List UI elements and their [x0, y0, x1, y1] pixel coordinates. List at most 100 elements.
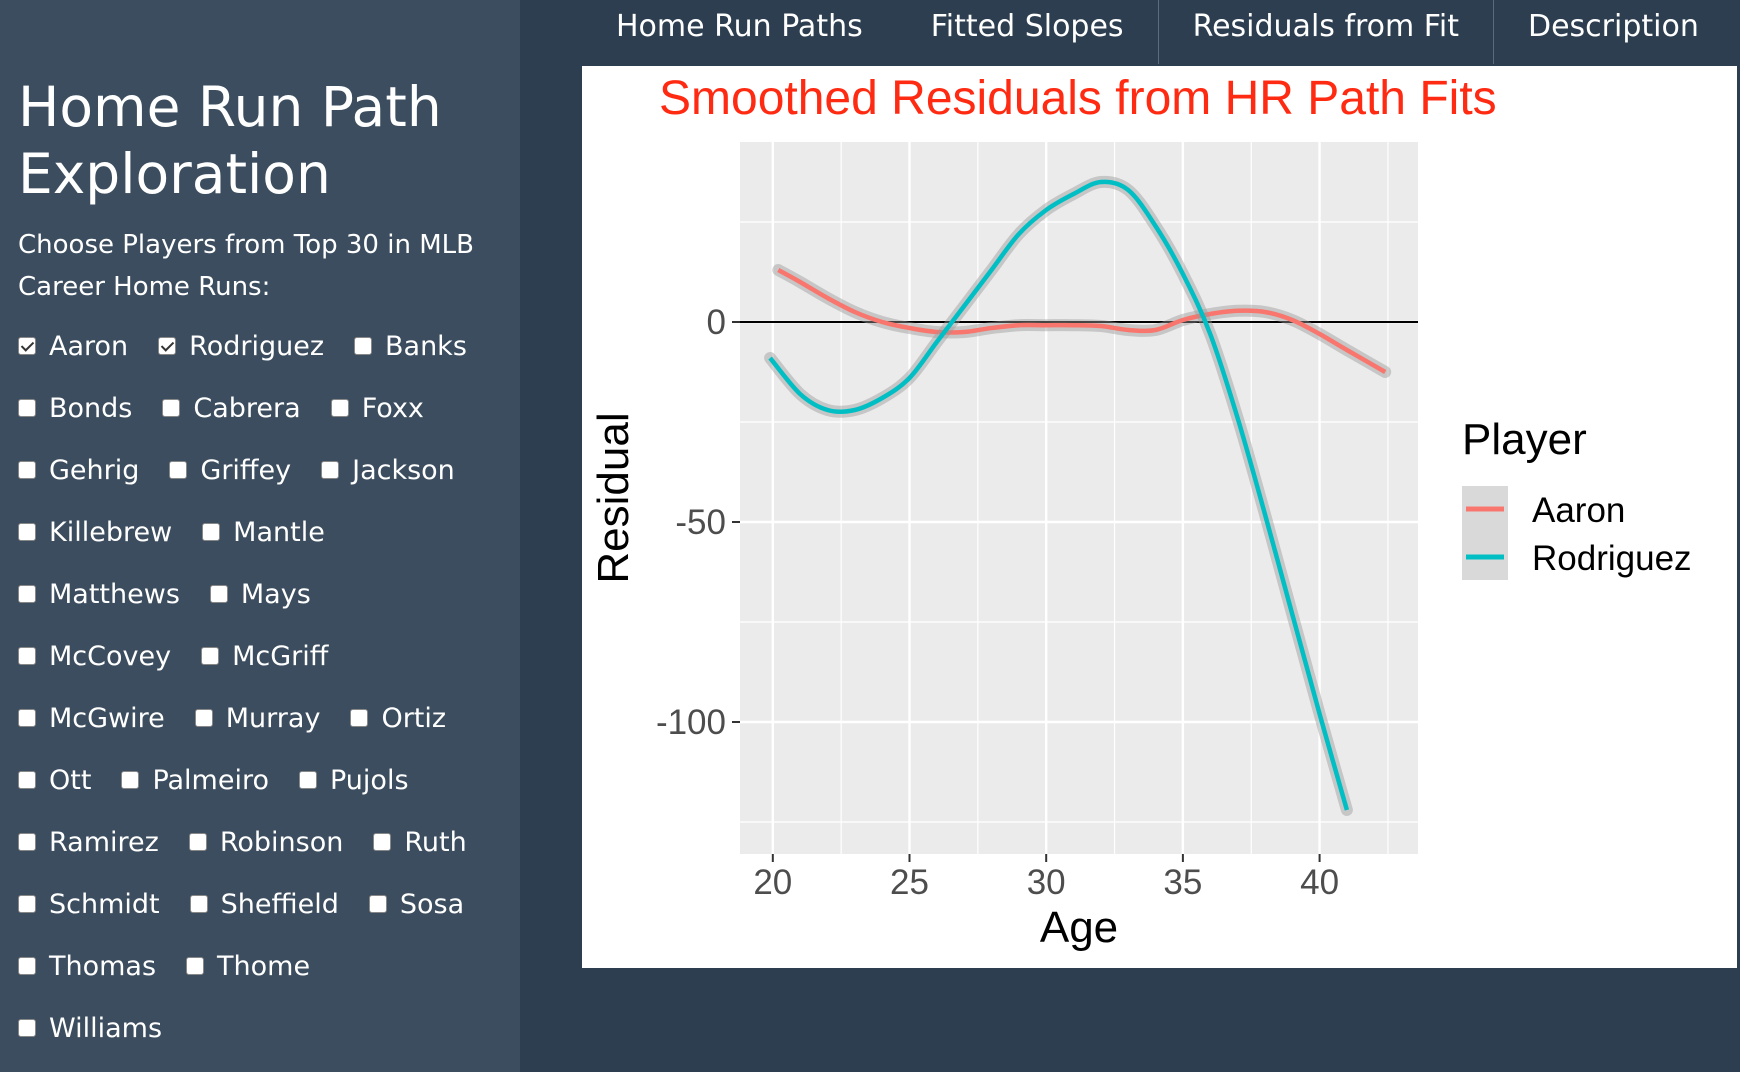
checkbox-icon[interactable]: [209, 585, 228, 603]
plot-area: [740, 142, 1418, 854]
player-checkbox-rodriguez[interactable]: Rodriguez: [158, 331, 324, 362]
player-checkbox-cabrera[interactable]: Cabrera: [162, 392, 301, 424]
checkbox-icon[interactable]: [18, 461, 36, 479]
tab-home-run-paths[interactable]: Home Run Paths: [616, 9, 863, 44]
checkbox-icon[interactable]: [158, 337, 177, 355]
checkbox-icon[interactable]: [18, 585, 36, 603]
player-label: Foxx: [361, 392, 424, 424]
checkbox-icon[interactable]: [169, 461, 188, 479]
checkbox-row: Gehrig Griffey Jackson: [18, 450, 485, 490]
checkbox-icon[interactable]: [186, 957, 205, 975]
checkbox-icon[interactable]: [354, 337, 372, 355]
player-label: Mantle: [233, 516, 325, 548]
player-label: Aaron: [49, 330, 129, 362]
player-checkbox-jackson[interactable]: Jackson: [321, 455, 455, 486]
x-tick-label: 30: [1027, 863, 1066, 902]
player-checkbox-mcgwire[interactable]: McGwire: [18, 703, 165, 734]
checkbox-icon[interactable]: [18, 771, 36, 789]
checkbox-row: McCovey McGriff: [18, 636, 358, 676]
checkbox-icon[interactable]: [188, 833, 207, 851]
player-label: Griffey: [200, 454, 292, 486]
x-tick-label: 35: [1163, 863, 1202, 902]
player-checkbox-palmeiro[interactable]: Palmeiro: [121, 765, 269, 796]
player-checkbox-sosa[interactable]: Sosa: [368, 889, 464, 920]
player-label: Mays: [240, 578, 311, 610]
x-tick-label: 25: [890, 863, 929, 902]
player-label: Thomas: [49, 950, 157, 982]
player-checkbox-sheffield[interactable]: Sheffield: [189, 888, 339, 920]
y-axis-label: Residual: [589, 412, 638, 583]
checkbox-icon[interactable]: [162, 399, 181, 417]
player-checkbox-foxx[interactable]: Foxx: [330, 392, 424, 424]
checkbox-icon[interactable]: [121, 771, 140, 789]
checkbox-icon[interactable]: [18, 337, 36, 355]
player-checkbox-matthews[interactable]: Matthews: [18, 579, 180, 610]
checkbox-icon[interactable]: [18, 523, 36, 541]
checkbox-icon[interactable]: [350, 709, 369, 727]
checkbox-icon[interactable]: [18, 895, 36, 913]
checkbox-row: Matthews Mays: [18, 574, 341, 614]
player-checkbox-gehrig[interactable]: Gehrig: [18, 455, 139, 486]
player-label: McCovey: [49, 640, 172, 672]
checkbox-icon[interactable]: [18, 833, 36, 851]
checkbox-icon[interactable]: [321, 461, 340, 479]
player-checkbox-robinson[interactable]: Robinson: [188, 827, 343, 858]
player-checkbox-schmidt[interactable]: Schmidt: [18, 889, 160, 920]
player-checkbox-pujols[interactable]: Pujols: [299, 765, 409, 796]
checkbox-icon[interactable]: [202, 523, 221, 541]
player-label: Jackson: [352, 454, 455, 486]
checkbox-icon[interactable]: [18, 957, 36, 975]
player-checkbox-mcgriff[interactable]: McGriff: [201, 641, 328, 672]
legend-label-rodriguez: Rodriguez: [1532, 539, 1692, 578]
player-checkbox-ortiz[interactable]: Ortiz: [350, 703, 446, 734]
checkbox-icon[interactable]: [373, 833, 392, 851]
chart-title: Smoothed Residuals from HR Path Fits: [659, 72, 1497, 125]
x-axis-label: Age: [1040, 903, 1118, 952]
player-checkbox-aaron[interactable]: Aaron: [18, 331, 128, 362]
player-label: Cabrera: [193, 392, 301, 424]
player-checkbox-ruth[interactable]: Ruth: [373, 826, 467, 858]
player-checkbox-williams[interactable]: Williams: [18, 1013, 162, 1044]
plot-panel: Smoothed Residuals from HR Path Fits 20 25…: [582, 66, 1737, 968]
player-label: Matthews: [49, 578, 180, 610]
checkbox-icon[interactable]: [189, 895, 208, 913]
tab-residuals-from-fit[interactable]: Residuals from Fit: [1157, 0, 1493, 64]
checkbox-row: Ott Palmeiro Pujols: [18, 760, 439, 800]
player-checkbox-thomas[interactable]: Thomas: [18, 951, 156, 982]
player-checkbox-ramirez[interactable]: Ramirez: [18, 827, 159, 858]
checkbox-icon[interactable]: [330, 399, 349, 417]
player-label: Rodriguez: [189, 330, 324, 362]
player-label: Ott: [49, 764, 92, 796]
checkbox-icon[interactable]: [18, 647, 36, 665]
player-checkbox-mays[interactable]: Mays: [209, 578, 311, 610]
player-checkbox-ott[interactable]: Ott: [18, 765, 91, 796]
player-checkbox-killebrew[interactable]: Killebrew: [18, 517, 172, 548]
player-checkbox-murray[interactable]: Murray: [194, 703, 320, 734]
player-checkbox-banks[interactable]: Banks: [354, 331, 467, 362]
checkbox-row: Thomas Thome: [18, 946, 340, 986]
player-checkbox-griffey[interactable]: Griffey: [169, 455, 291, 486]
player-checkbox-thome[interactable]: Thome: [186, 951, 310, 982]
legend-label-aaron: Aaron: [1532, 491, 1625, 530]
checkbox-icon[interactable]: [368, 895, 387, 913]
tab-description[interactable]: Description: [1492, 0, 1733, 64]
player-label: Ruth: [404, 826, 467, 858]
player-checkbox-bonds[interactable]: Bonds: [18, 393, 132, 424]
player-checkbox-mccovey[interactable]: McCovey: [18, 641, 171, 672]
y-tick-label: -100: [656, 703, 726, 742]
checkbox-icon[interactable]: [18, 709, 36, 727]
checkbox-icon[interactable]: [299, 771, 317, 789]
tab-fitted-slopes[interactable]: Fitted Slopes: [930, 9, 1124, 44]
checkbox-icon[interactable]: [201, 647, 220, 665]
checkbox-row: Aaron Rodriguez Banks: [18, 326, 497, 366]
player-checkbox-mantle[interactable]: Mantle: [202, 517, 325, 548]
checkbox-icon[interactable]: [18, 399, 36, 417]
sidebar: Home Run Path Exploration Choose Players…: [0, 0, 520, 1072]
player-label: Sheffield: [220, 888, 339, 920]
player-label: Williams: [49, 1012, 163, 1044]
x-tick-label: 20: [753, 863, 792, 902]
checkbox-icon[interactable]: [18, 1019, 36, 1037]
checkbox-row: Williams: [18, 1008, 192, 1048]
x-tick-label: 40: [1300, 863, 1339, 902]
checkbox-icon[interactable]: [194, 709, 213, 727]
